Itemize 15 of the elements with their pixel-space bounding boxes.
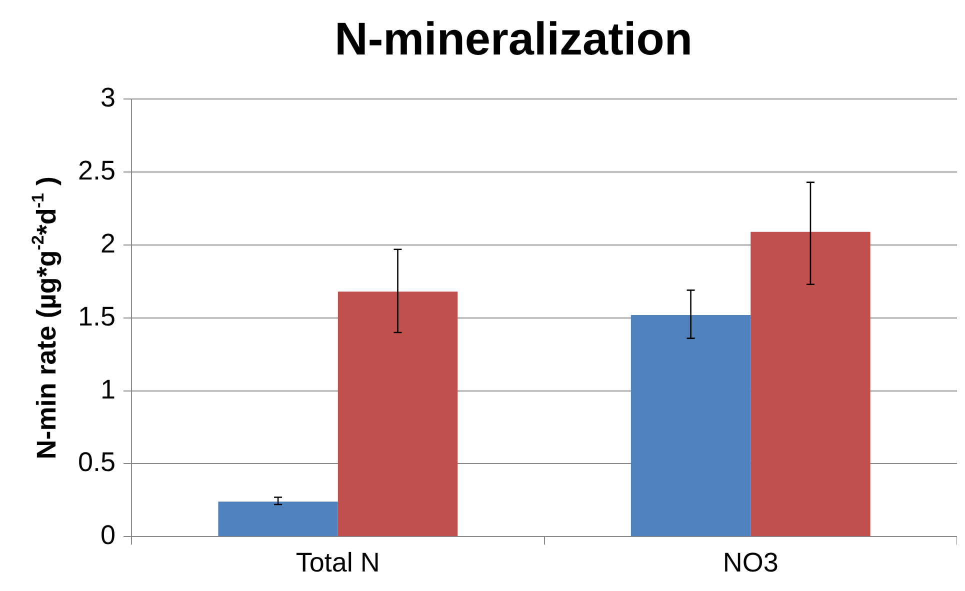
- y-tick-label: 0: [100, 520, 116, 550]
- bar: [750, 232, 870, 536]
- y-tick-label: 1.5: [78, 301, 116, 332]
- y-tick-label: 2.5: [78, 156, 116, 186]
- bar: [338, 292, 458, 536]
- bar: [630, 314, 751, 536]
- y-axis-title: N-min rate (µg*g-2*d-1 ): [28, 176, 62, 460]
- y-tick-label: 1: [100, 374, 116, 404]
- x-tick-label: NO3: [722, 547, 778, 578]
- y-tick-label: 0.5: [78, 447, 116, 478]
- bar: [218, 502, 338, 536]
- x-tick-label: Total N: [296, 547, 380, 578]
- chart-title: N-mineralization: [334, 12, 692, 64]
- y-tick-label: 2: [100, 228, 116, 258]
- y-tick-label: 3: [100, 82, 116, 113]
